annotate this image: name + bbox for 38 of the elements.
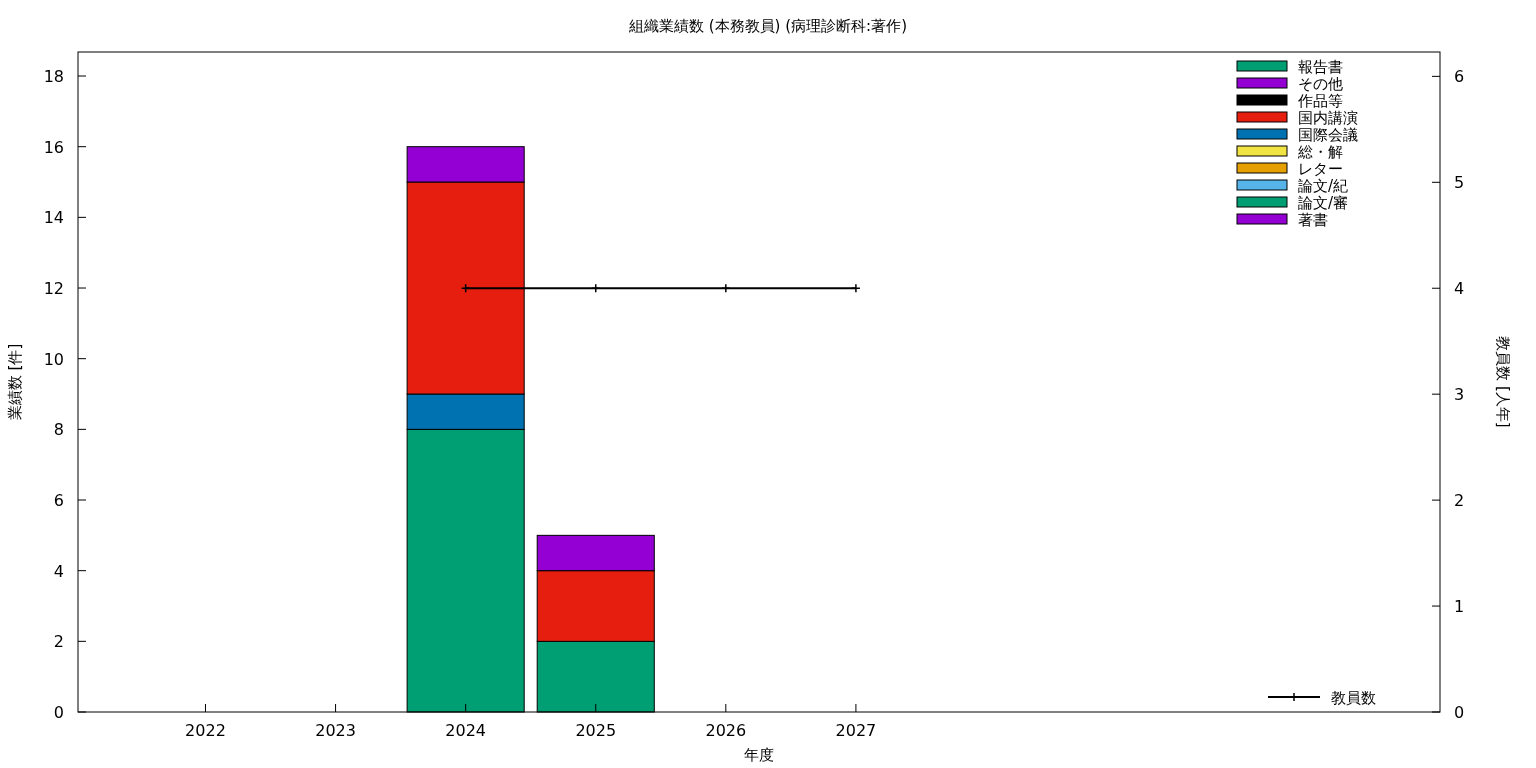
y2tick: 2 — [1454, 491, 1465, 511]
ytick: 18 — [43, 67, 64, 87]
legend-label: 報告書 — [1298, 58, 1343, 76]
legend-label: 教員数 — [1331, 689, 1376, 707]
legend-label: 作品等 — [1298, 92, 1343, 110]
xtick: 2026 — [705, 721, 747, 740]
ytick: 12 — [43, 279, 64, 298]
ytick: 14 — [43, 208, 64, 228]
xtick: 2027 — [835, 721, 877, 740]
ytick: 16 — [43, 137, 64, 157]
y2label: 教員数 [人年] — [1494, 336, 1512, 428]
ytick: 0 — [53, 703, 64, 722]
xtick: 2023 — [315, 721, 356, 740]
xtick: 2024 — [445, 721, 486, 740]
y2tick: 0 — [1454, 703, 1465, 722]
legend-label: レター — [1298, 160, 1343, 178]
ytick: 4 — [53, 561, 64, 581]
ytick: 2 — [53, 632, 64, 652]
legend-label: 論文/審 — [1298, 194, 1349, 212]
ylabel: 業績数 [件] — [6, 343, 24, 421]
ytick: 6 — [53, 491, 64, 510]
legend-label: 論文/紀 — [1298, 177, 1349, 195]
xtick: 2022 — [185, 721, 226, 740]
legend-label: 著書 — [1298, 211, 1328, 229]
y2tick: 6 — [1454, 67, 1465, 87]
title: 組織業績数 (本務教員) (病理診断科:著作) — [629, 17, 907, 35]
xtick: 2025 — [575, 721, 617, 740]
legend-label: 総・解 — [1298, 143, 1343, 161]
y2tick: 4 — [1454, 279, 1465, 299]
xlabel: 年度 — [744, 746, 774, 764]
y2tick: 3 — [1454, 385, 1465, 405]
legend-label: その他 — [1298, 75, 1343, 93]
legend-label: 国際会議 — [1298, 126, 1358, 144]
y2tick: 1 — [1454, 597, 1465, 617]
legend-label: 国内講演 — [1298, 109, 1358, 127]
ytick: 10 — [43, 349, 64, 369]
y2tick: 5 — [1454, 173, 1465, 193]
ytick: 8 — [53, 420, 64, 440]
